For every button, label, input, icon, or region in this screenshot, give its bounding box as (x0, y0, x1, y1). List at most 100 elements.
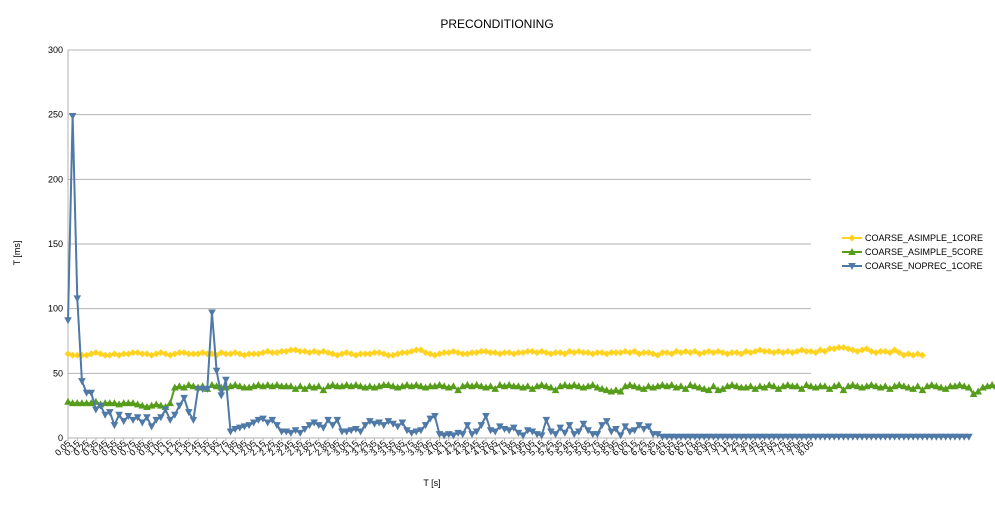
data-point (352, 425, 360, 433)
data-point (501, 349, 509, 357)
data-point (547, 383, 555, 391)
data-point (393, 423, 402, 431)
data-point (105, 409, 114, 417)
data-point (375, 419, 383, 427)
data-point (695, 383, 704, 391)
data-point (417, 382, 425, 390)
data-point (551, 386, 560, 394)
data-point (918, 351, 926, 359)
data-point (296, 382, 304, 390)
data-point (774, 384, 783, 392)
data-point (217, 392, 226, 400)
data-point (528, 428, 537, 436)
data-point (886, 384, 894, 392)
legend-swatch-marker (848, 248, 856, 255)
data-point (440, 349, 448, 357)
y-tick-label: 200 (48, 174, 63, 184)
y-tick-label: 100 (48, 304, 63, 314)
data-point (514, 382, 523, 390)
data-point (296, 429, 304, 437)
data-point (175, 349, 183, 357)
data-point (486, 382, 495, 390)
data-point (101, 411, 109, 419)
data-point (969, 390, 978, 398)
data-point (570, 431, 578, 439)
data-point (287, 429, 295, 437)
data-point (537, 432, 546, 440)
data-point (588, 380, 597, 388)
data-point (960, 382, 969, 390)
data-point (236, 382, 244, 390)
data-point (231, 380, 239, 388)
data-point (807, 382, 815, 390)
data-point (640, 425, 648, 433)
data-point (296, 347, 304, 355)
data-point (821, 347, 829, 355)
data-point (542, 416, 551, 424)
data-point (342, 428, 351, 436)
data-point (301, 384, 309, 392)
data-point (561, 380, 569, 388)
data-point (612, 349, 620, 357)
data-point (263, 419, 272, 427)
data-point (361, 422, 369, 430)
data-point (175, 382, 184, 390)
data-point (138, 401, 147, 409)
data-point (709, 382, 718, 390)
data-point (347, 427, 356, 435)
data-point (171, 411, 179, 419)
data-point (877, 347, 885, 355)
data-point (133, 400, 142, 408)
data-point (64, 397, 72, 405)
data-point (630, 427, 639, 435)
data-point (314, 382, 323, 390)
data-point (881, 382, 890, 390)
data-point (891, 346, 899, 354)
data-point (287, 346, 295, 354)
data-point (263, 380, 272, 388)
data-point (333, 416, 342, 424)
data-point (686, 380, 695, 388)
data-point (449, 432, 458, 440)
data-point (203, 385, 212, 393)
data-point (426, 415, 435, 423)
data-point (691, 382, 699, 390)
data-point (551, 431, 560, 439)
data-point (593, 349, 601, 357)
data-point (937, 383, 945, 391)
data-point (189, 416, 198, 424)
data-point (626, 380, 634, 388)
data-point (147, 423, 156, 431)
data-point (547, 428, 555, 436)
data-point (579, 420, 588, 428)
data-point (249, 419, 258, 427)
data-point (505, 427, 513, 435)
data-point (379, 422, 388, 430)
data-point (403, 427, 411, 435)
data-point (222, 376, 230, 384)
data-point (273, 422, 281, 430)
data-point (157, 414, 165, 422)
data-point (644, 423, 653, 431)
data-point (839, 386, 848, 394)
data-point (357, 350, 365, 358)
data-point (185, 350, 193, 358)
data-point (68, 112, 77, 120)
data-point (73, 351, 81, 359)
data-point (802, 347, 810, 355)
data-point (514, 429, 523, 437)
data-point (746, 382, 755, 390)
data-point (607, 349, 615, 357)
data-point (370, 349, 378, 357)
data-point (519, 432, 527, 440)
data-point (965, 383, 973, 391)
data-point (927, 380, 936, 388)
data-point (835, 343, 843, 351)
series-layer (64, 112, 995, 441)
series-coarse-asimple-1core (64, 343, 926, 359)
data-point (612, 386, 620, 394)
data-point (352, 380, 360, 388)
data-point (797, 384, 806, 392)
data-point (398, 349, 406, 357)
data-point (761, 347, 769, 355)
